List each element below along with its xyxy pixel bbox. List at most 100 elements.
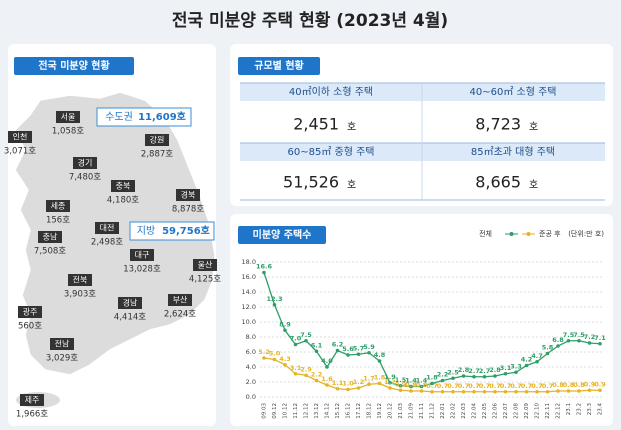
x-tick-label: 11.12 bbox=[293, 403, 299, 419]
data-label: 5.6 bbox=[342, 345, 354, 353]
region-value: 156호 bbox=[46, 216, 70, 226]
data-point bbox=[556, 344, 560, 348]
data-point bbox=[440, 389, 445, 394]
x-tick-label: 22.08 bbox=[514, 403, 520, 419]
data-point bbox=[356, 386, 361, 390]
data-point bbox=[367, 350, 371, 355]
region-name-box bbox=[68, 274, 92, 286]
data-label: 0.8 bbox=[552, 381, 564, 389]
data-label: 16.6 bbox=[256, 263, 273, 271]
region-name: 대구 bbox=[135, 251, 150, 260]
x-tick-label: 19.12 bbox=[377, 403, 383, 419]
size-unit: 호 bbox=[529, 179, 538, 191]
region-value: 3,071호 bbox=[4, 147, 36, 157]
provinces-name: 지방 bbox=[137, 225, 155, 237]
data-point bbox=[314, 378, 319, 383]
region-name: 부산 bbox=[173, 295, 188, 305]
data-label: 2.2 bbox=[437, 371, 449, 379]
x-tick-label: 10.12 bbox=[283, 403, 289, 419]
region-name: 전북 bbox=[73, 275, 88, 285]
x-tick-label: 22.04 bbox=[472, 403, 478, 419]
x-tick-label: 22.07 bbox=[503, 403, 509, 419]
data-label: 3.1 bbox=[290, 364, 302, 372]
data-label: 7.1 bbox=[594, 334, 606, 342]
data-label: 1.9 bbox=[384, 373, 396, 381]
y-tick-label: 8.0 bbox=[246, 333, 256, 341]
data-label: 0.7 bbox=[542, 382, 554, 390]
size-heading: 규모별 현황 bbox=[254, 59, 304, 72]
data-label: 0.8 bbox=[573, 381, 585, 389]
data-point bbox=[587, 388, 592, 393]
data-point bbox=[524, 389, 529, 394]
data-label: 0.7 bbox=[447, 382, 459, 390]
size-label: 40~60㎡ 소형 주택 bbox=[470, 86, 557, 98]
data-point bbox=[514, 370, 518, 375]
region-name-box bbox=[56, 111, 80, 123]
data-point bbox=[493, 374, 497, 378]
data-label: 1.8 bbox=[374, 374, 386, 382]
data-label: 1.5 bbox=[395, 376, 407, 384]
region-name-box bbox=[95, 222, 119, 234]
data-label: 4.3 bbox=[279, 355, 291, 363]
data-point bbox=[577, 338, 581, 343]
region-value: 4,414호 bbox=[114, 313, 146, 323]
region-name: 인천 bbox=[13, 132, 28, 142]
region-name: 울산 bbox=[198, 260, 213, 270]
data-point bbox=[293, 342, 298, 347]
data-label: 0.7 bbox=[500, 382, 512, 390]
data-point bbox=[325, 383, 329, 387]
x-tick-label: 23.3 bbox=[587, 403, 593, 416]
data-point bbox=[388, 380, 392, 385]
data-point bbox=[430, 381, 434, 386]
x-tick-label: 22.12 bbox=[556, 403, 562, 419]
legend-label: 전체 bbox=[479, 229, 492, 238]
data-label: 6.8 bbox=[552, 336, 564, 344]
data-point bbox=[262, 356, 266, 360]
data-label: 0.7 bbox=[479, 382, 491, 390]
x-tick-label: 22.02 bbox=[451, 403, 457, 419]
region-value: 560호 bbox=[18, 322, 42, 332]
data-label: 0.8 bbox=[416, 381, 428, 389]
region-name: 세종 bbox=[51, 202, 66, 211]
region-name: 충남 bbox=[43, 233, 58, 242]
data-point bbox=[367, 382, 371, 387]
size-label: 85㎡초과 대형 주택 bbox=[471, 146, 555, 158]
data-label: 0.7 bbox=[521, 382, 533, 390]
capital-box bbox=[96, 107, 192, 127]
region-name: 경북 bbox=[181, 190, 196, 200]
data-point bbox=[451, 376, 455, 381]
region-name: 경남 bbox=[123, 298, 138, 308]
x-tick-label: 20.12 bbox=[388, 403, 394, 419]
capital-name: 수도권 bbox=[105, 111, 133, 123]
region-name: 강원 bbox=[150, 135, 165, 145]
data-point bbox=[503, 371, 508, 376]
x-tick-label: 21.11 bbox=[419, 403, 425, 419]
x-tick-label: 22.09 bbox=[524, 403, 530, 419]
data-label: 7.2 bbox=[584, 333, 596, 341]
data-point bbox=[461, 374, 466, 378]
data-point bbox=[398, 383, 403, 388]
data-label: 0.7 bbox=[468, 382, 480, 390]
size-heading-box bbox=[238, 57, 320, 75]
data-label: 0.8 bbox=[405, 381, 417, 389]
region-name-box bbox=[46, 200, 70, 212]
data-point bbox=[535, 389, 539, 394]
data-point bbox=[587, 341, 592, 345]
data-point bbox=[472, 389, 476, 394]
data-point bbox=[419, 389, 424, 393]
data-point bbox=[335, 348, 340, 353]
x-tick-label: 09.12 bbox=[272, 403, 278, 419]
chart-note: (단위:만 호) bbox=[568, 229, 604, 238]
data-point bbox=[283, 362, 287, 367]
data-point bbox=[482, 374, 487, 379]
data-point bbox=[419, 384, 424, 389]
region-name: 서울 bbox=[61, 113, 76, 122]
region-name: 제주 bbox=[25, 396, 40, 405]
size-label: 40㎡이하 소형 주택 bbox=[289, 85, 373, 98]
size-label: 60~85㎡ 중형 주택 bbox=[288, 146, 375, 158]
x-tick-label: 17.12 bbox=[356, 403, 362, 419]
region-name: 대전 bbox=[100, 223, 115, 233]
y-tick-label: 12.0 bbox=[242, 303, 256, 311]
region-value: 2,887호 bbox=[141, 150, 173, 160]
